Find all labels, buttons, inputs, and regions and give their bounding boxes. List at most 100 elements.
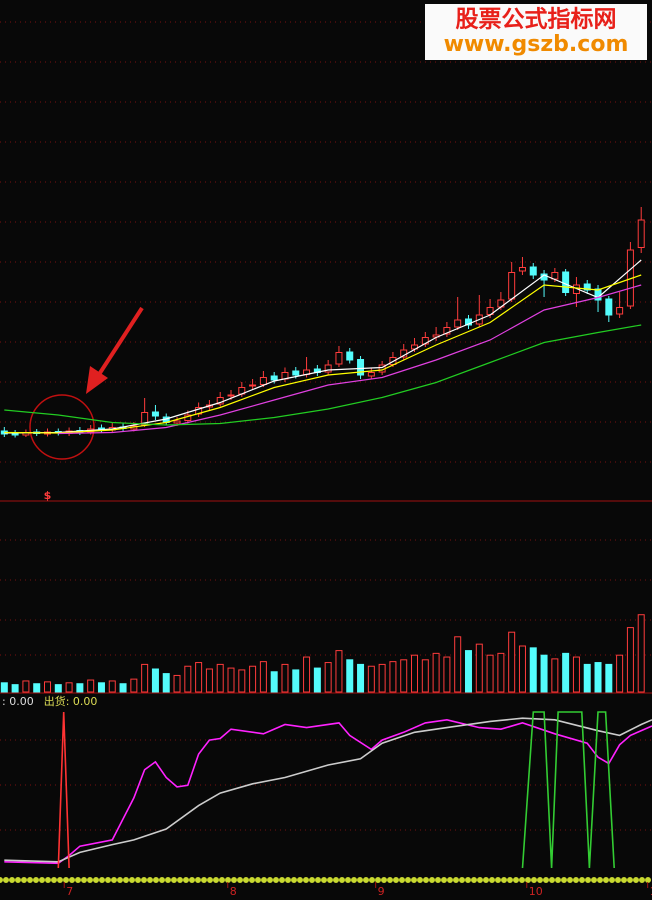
candle-body (259, 377, 267, 385)
volume-bar (259, 661, 267, 693)
volume-bar (54, 684, 62, 693)
volume-bar (238, 669, 246, 693)
volume-bar (76, 683, 84, 693)
volume-bar (400, 659, 408, 693)
watermark-box (425, 4, 647, 60)
volume-bar (378, 663, 386, 693)
volume-bar (562, 652, 570, 693)
candle-body (173, 420, 181, 424)
line (4, 324, 642, 426)
volume-bar (626, 627, 634, 693)
volume-bar (411, 654, 419, 693)
candle-body (292, 370, 300, 376)
volume-bar (205, 668, 213, 693)
candle-body (346, 351, 354, 361)
volume-bar (335, 650, 343, 693)
volume-bar (464, 650, 472, 693)
volume-bar (87, 679, 95, 693)
indicator-label: 出货: 0.00 (44, 694, 98, 708)
volume-bar (367, 665, 375, 693)
volume-bar (594, 662, 602, 693)
line (4, 274, 642, 434)
volume-bar (97, 682, 105, 693)
volume-bar (270, 671, 278, 693)
watermark-title: 股票公式指标网 (456, 7, 617, 33)
candle-body (562, 271, 570, 293)
volume-bar (0, 682, 8, 693)
volume-bar (637, 614, 645, 693)
indicator-label: : 0.00 (2, 695, 34, 708)
volume-bar (389, 661, 397, 693)
volume-bar (508, 631, 516, 693)
volume-bar (605, 663, 613, 693)
candle-body (529, 266, 537, 276)
x-tick-label: 1 (650, 885, 652, 898)
volume-bar (151, 668, 159, 693)
candle-body (583, 283, 591, 291)
volume-bar (141, 663, 149, 693)
volume-bar (497, 652, 505, 693)
candle-body (151, 411, 159, 417)
volume-bar (540, 654, 548, 693)
volume-bar (65, 682, 73, 693)
volume-bar (572, 656, 580, 693)
volume-bar (173, 674, 181, 693)
volume-bar (22, 680, 30, 693)
volume-bar (43, 681, 51, 693)
highlight-circle (29, 394, 95, 460)
line (521, 711, 615, 869)
grid (0, 21, 652, 831)
candle-body (227, 394, 235, 397)
candle-body (324, 364, 332, 373)
volume-bar (281, 663, 289, 693)
x-tick-label: 9 (378, 885, 385, 898)
volume-bar (421, 659, 429, 693)
volume-bar (324, 662, 332, 693)
candle-body (464, 318, 472, 326)
candle-body (637, 219, 645, 248)
x-tick-label: 8 (230, 885, 237, 898)
volume-bar (486, 654, 494, 693)
volume-bar (616, 654, 624, 693)
volume-bar (551, 658, 559, 693)
volume-bar (313, 667, 321, 693)
volume-bar (195, 662, 203, 693)
volume-bar (303, 656, 311, 693)
candle-body (367, 372, 375, 377)
volume-bar (108, 680, 116, 693)
volume-bar (454, 636, 462, 693)
line (4, 718, 652, 865)
volume-bar (249, 665, 257, 693)
line (4, 717, 652, 863)
arrow (96, 306, 144, 378)
volume-bar (227, 667, 235, 693)
volume-bar (119, 683, 127, 693)
x-tick-label: 10 (529, 885, 543, 898)
volume-bar (475, 643, 483, 693)
line (57, 711, 70, 869)
line (58, 284, 642, 435)
volume-bar (130, 678, 138, 693)
volume-bar (184, 665, 192, 693)
volume-bar (33, 683, 41, 693)
arrow-head (86, 366, 108, 394)
volume-bar (432, 652, 440, 693)
candle-body (357, 359, 365, 376)
candle-body (616, 307, 624, 315)
x-tick-label: 7 (66, 885, 73, 898)
volume-bar (518, 645, 526, 693)
candle-body (605, 298, 613, 316)
candle-body (443, 327, 451, 335)
volume-bar (346, 659, 354, 693)
volume-bar (292, 669, 300, 693)
volume-bar (529, 647, 537, 693)
volume-bar (162, 673, 170, 693)
volume-bar (583, 663, 591, 693)
candle-body (335, 352, 343, 365)
volume-bar (11, 684, 19, 693)
candle-body (518, 267, 526, 272)
volume-bar (357, 663, 365, 693)
candle-body (249, 384, 257, 387)
